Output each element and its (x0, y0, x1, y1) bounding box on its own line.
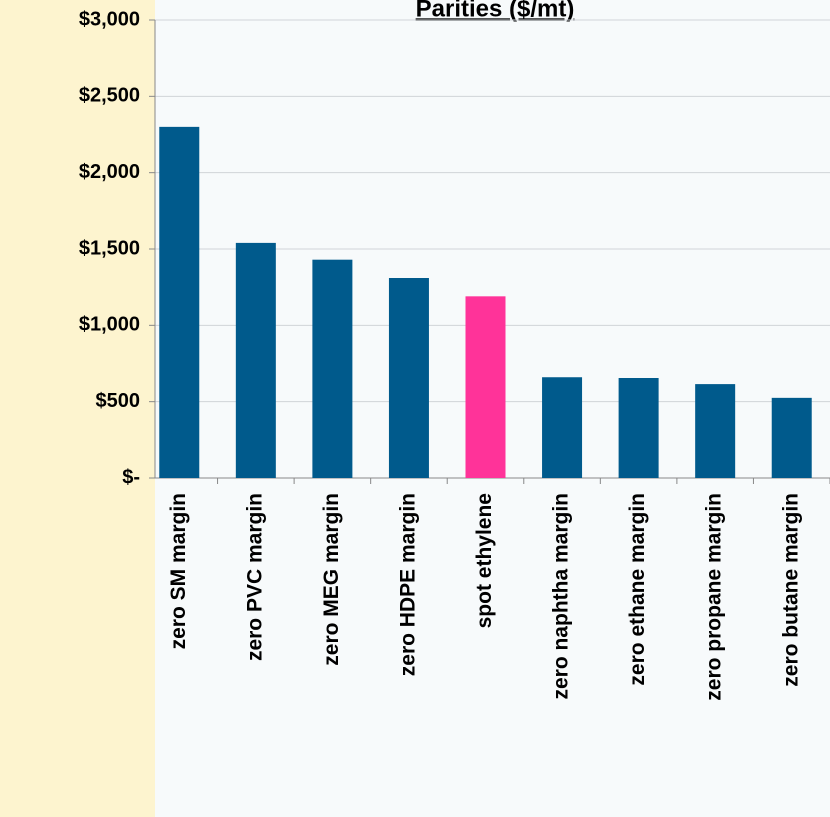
x-tick-label: zero butane margin (779, 493, 802, 687)
x-tick-label: spot ethylene (473, 493, 496, 628)
bar (389, 278, 429, 478)
bar (542, 377, 582, 478)
y-tick-label: $2,500 (79, 85, 140, 107)
x-tick-label: zero ethane margin (626, 493, 649, 686)
y-tick-label: $1,500 (79, 237, 140, 259)
x-tick-label: zero propane margin (703, 493, 726, 701)
y-tick-label: $- (122, 466, 140, 488)
x-tick-label: zero MEG margin (320, 493, 343, 666)
x-tick-label: zero PVC margin (243, 493, 266, 661)
bar (772, 398, 812, 478)
bar (619, 378, 659, 478)
bar (466, 296, 506, 478)
y-tick-label: $2,000 (79, 161, 140, 183)
x-tick-label: zero naphtha margin (550, 493, 573, 700)
y-tick-label: $1,000 (79, 314, 140, 336)
page: Parities ($/mt) $- $500 $1,000 $1,500 $2,000… (0, 0, 830, 817)
x-tick-label: zero SM margin (167, 493, 190, 649)
x-tick-label: zero HDPE margin (396, 493, 419, 676)
chart-title: Parities ($/mt) (416, 0, 575, 22)
y-tick-label: $3,000 (79, 8, 140, 30)
bar (312, 260, 352, 478)
bar (236, 243, 276, 478)
bar (695, 384, 735, 478)
chart: Parities ($/mt) $- $500 $1,000 $1,500 $2,000… (0, 0, 830, 817)
y-tick-label: $500 (96, 390, 141, 412)
bar (159, 127, 199, 478)
